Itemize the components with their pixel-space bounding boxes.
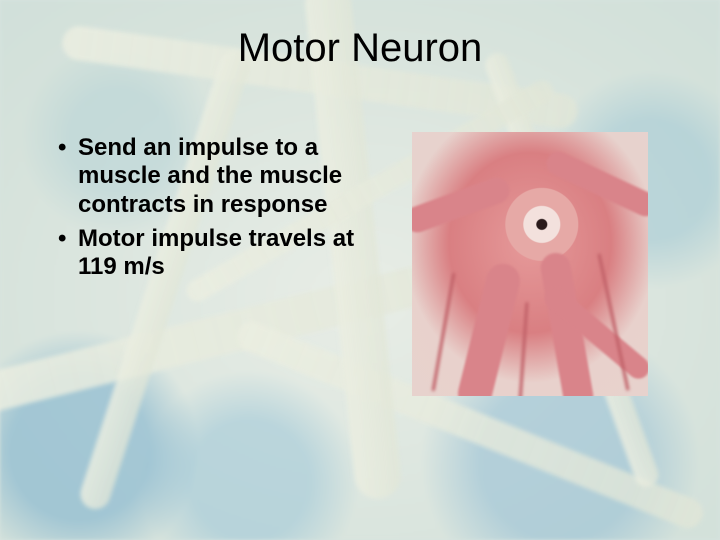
slide-title: Motor Neuron [0,26,720,71]
bullet-list: Send an impulse to a muscle and the musc… [58,134,358,288]
motor-neuron-image [412,132,648,396]
bullet-item: Send an impulse to a muscle and the musc… [58,134,358,219]
slide: Motor Neuron Send an impulse to a muscle… [0,0,720,540]
bullet-item: Motor impulse travels at 119 m/s [58,225,358,282]
